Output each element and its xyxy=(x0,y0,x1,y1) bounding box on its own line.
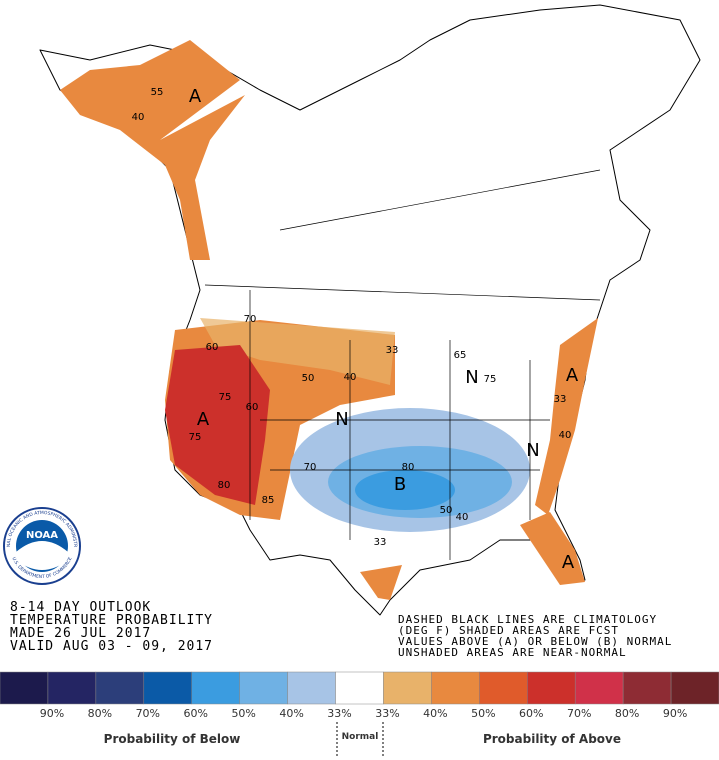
legend-label: 60% xyxy=(184,707,208,720)
contour-label: 70 xyxy=(304,462,317,473)
contour-label: 33 xyxy=(554,394,567,405)
region-letter: N xyxy=(335,409,348,430)
legend: 90% 80% 70% 60% 50% 40% 33% 33% 40% 50% 60% 70% 80% 9… xyxy=(0,671,719,720)
legend-label: 80% xyxy=(88,707,112,720)
contour-label: 40 xyxy=(344,372,357,383)
legend-swatch xyxy=(335,671,384,705)
header-line: 8-14 DAY OUTLOOK xyxy=(10,600,151,615)
legend-swatch xyxy=(0,671,49,705)
region-letter: N xyxy=(465,367,478,388)
legend-label: 90% xyxy=(663,707,687,720)
note-line: UNSHADED AREAS ARE NEAR-NORMAL xyxy=(398,646,627,659)
note-line: VALUES ABOVE (A) OR BELOW (B) NORMAL xyxy=(398,635,672,648)
contour-label: 80 xyxy=(402,462,415,473)
contour-label: 33 xyxy=(386,345,399,356)
legend-label: 40% xyxy=(279,707,303,720)
legend-swatch xyxy=(239,671,288,705)
header-line: MADE 26 JUL 2017 xyxy=(10,626,151,641)
map xyxy=(39,4,701,616)
above-title: Probability of Above xyxy=(483,732,621,746)
contour-label: 55 xyxy=(151,87,164,98)
contour-label: 75 xyxy=(189,432,202,443)
contour-label: 60 xyxy=(246,402,259,413)
contour-label: 40 xyxy=(559,430,572,441)
legend-label: 33% xyxy=(327,707,351,720)
legend-swatch xyxy=(143,671,192,705)
legend-label: 60% xyxy=(519,707,543,720)
note-line: (DEG F) SHADED AREAS ARE FCST xyxy=(398,624,619,637)
legend-label: 33% xyxy=(375,707,399,720)
legend-swatch xyxy=(95,671,145,705)
legend-swatch xyxy=(431,671,480,705)
legend-swatch xyxy=(191,671,240,705)
legend-label: 70% xyxy=(136,707,160,720)
region-letter: A xyxy=(197,409,210,430)
legend-swatch xyxy=(670,671,719,705)
legend-swatch xyxy=(479,671,528,705)
legend-swatch xyxy=(383,671,432,705)
contour-label: 80 xyxy=(218,480,231,491)
region-letter: A xyxy=(562,552,575,573)
normal-title: Normal xyxy=(342,732,379,742)
header-line: TEMPERATURE PROBABILITY xyxy=(10,613,213,628)
contour-label: 70 xyxy=(244,314,257,325)
contour-label: 40 xyxy=(456,512,469,523)
contour-label: 85 xyxy=(262,495,275,506)
contour-label: 50 xyxy=(302,373,315,384)
logo-gull xyxy=(16,541,68,570)
texas-above xyxy=(360,565,402,600)
legend-label: 50% xyxy=(231,707,255,720)
logo-name: NOAA xyxy=(26,530,58,541)
legend-label: 90% xyxy=(40,707,64,720)
below-title: Probability of Below xyxy=(104,732,241,746)
west-above-70 xyxy=(165,345,270,505)
west-above-40 xyxy=(200,318,395,385)
note-text: DASHED BLACK LINES ARE CLIMATOLOGY(DEG F… xyxy=(398,613,672,659)
note-line: DASHED BLACK LINES ARE CLIMATOLOGY xyxy=(398,613,657,626)
contour-label: 40 xyxy=(132,112,145,123)
region-letter: B xyxy=(394,474,406,495)
region-letter: N xyxy=(526,440,539,461)
region-letter: A xyxy=(189,86,202,107)
contour-label: 75 xyxy=(484,374,497,385)
east-above xyxy=(535,318,598,515)
region-letter: A xyxy=(566,365,579,386)
borders xyxy=(204,169,601,560)
legend-label: 50% xyxy=(471,707,495,720)
contour-label: 65 xyxy=(454,350,467,361)
legend-label: 40% xyxy=(423,707,447,720)
contour-label: 75 xyxy=(219,392,232,403)
legend-swatch xyxy=(47,671,97,705)
contour-label: 60 xyxy=(206,342,219,353)
florida-above xyxy=(520,512,585,585)
legend-swatch xyxy=(574,671,624,705)
contour-label: 33 xyxy=(374,537,387,548)
central-below-50 xyxy=(355,470,455,510)
legend-label: 70% xyxy=(567,707,591,720)
legend-label: 80% xyxy=(615,707,639,720)
header-line: VALID AUG 03 - 09, 2017 xyxy=(10,639,213,654)
legend-swatch xyxy=(287,671,336,705)
alaska-above xyxy=(60,40,245,260)
legend-swatch xyxy=(622,671,672,705)
legend-swatch xyxy=(527,671,576,705)
contour-label: 50 xyxy=(440,505,453,516)
